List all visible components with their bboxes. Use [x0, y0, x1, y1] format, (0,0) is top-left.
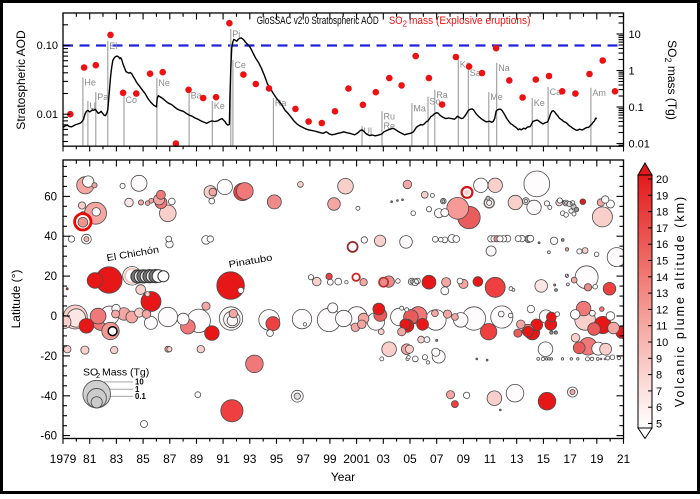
svg-text:Re: Re	[384, 121, 396, 131]
svg-text:0.10: 0.10	[37, 40, 58, 52]
svg-text:15: 15	[656, 256, 668, 268]
svg-text:SO: SO	[83, 367, 98, 379]
svg-text:SO: SO	[389, 15, 403, 27]
svg-text:Ra: Ra	[436, 90, 448, 100]
svg-text:Ke: Ke	[214, 101, 225, 111]
svg-text:97: 97	[297, 452, 311, 466]
svg-text:-40: -40	[40, 391, 57, 403]
svg-text:Stratospheric AOD: Stratospheric AOD	[14, 30, 28, 130]
svg-text:83: 83	[110, 452, 124, 466]
svg-text:10: 10	[135, 378, 144, 387]
svg-text:0.1: 0.1	[629, 102, 644, 114]
svg-text:0.01: 0.01	[37, 109, 58, 121]
svg-text:10: 10	[629, 29, 641, 41]
svg-text:11: 11	[656, 321, 667, 333]
svg-text:15: 15	[537, 452, 551, 466]
svg-text:Volcanic plume altitude (km): Volcanic plume altitude (km)	[673, 195, 687, 407]
svg-text:2: 2	[403, 20, 408, 29]
svg-text:-60: -60	[40, 431, 57, 443]
svg-text:GloSSAC v2.0 Stratospheric AOD: GloSSAC v2.0 Stratospheric AOD	[257, 15, 379, 27]
svg-text:Co: Co	[126, 95, 138, 105]
svg-text:91: 91	[216, 452, 230, 466]
svg-text:Ba: Ba	[191, 91, 202, 101]
svg-text:2: 2	[96, 371, 100, 380]
svg-text:Ru: Ru	[384, 111, 396, 121]
svg-text:21: 21	[617, 452, 631, 466]
svg-text:Sa: Sa	[470, 68, 481, 78]
svg-text:mass (Explosive eruptions): mass (Explosive eruptions)	[409, 15, 531, 27]
svg-text:5: 5	[656, 419, 662, 431]
svg-text:SO2 mass (Tg): SO2 mass (Tg)	[663, 40, 679, 120]
svg-text:0.01: 0.01	[629, 139, 650, 151]
svg-text:6: 6	[656, 402, 662, 414]
svg-text:17: 17	[656, 223, 668, 235]
svg-text:0: 0	[51, 311, 57, 323]
svg-text:03: 03	[377, 452, 391, 466]
svg-text:Year: Year	[331, 470, 355, 484]
svg-text:13: 13	[656, 288, 668, 300]
svg-text:10: 10	[656, 337, 668, 349]
svg-text:2001: 2001	[343, 452, 370, 466]
svg-text:20: 20	[44, 271, 57, 283]
svg-text:Am: Am	[592, 88, 606, 98]
svg-text:81: 81	[83, 452, 97, 466]
svg-text:7: 7	[656, 386, 662, 398]
svg-text:07: 07	[430, 452, 444, 466]
svg-text:Ce: Ce	[234, 60, 246, 70]
svg-text:El: El	[109, 41, 117, 51]
svg-text:20: 20	[656, 174, 668, 186]
svg-text:He: He	[84, 78, 96, 88]
svg-text:09: 09	[457, 452, 471, 466]
svg-text:1: 1	[629, 66, 635, 78]
svg-text:13: 13	[510, 452, 524, 466]
svg-text:Pi: Pi	[232, 29, 240, 39]
svg-text:11: 11	[484, 452, 497, 466]
svg-text:1979: 1979	[50, 452, 77, 466]
svg-text:95: 95	[270, 452, 284, 466]
svg-text:Ca: Ca	[550, 87, 562, 97]
svg-text:19: 19	[590, 452, 604, 466]
svg-text:Ka: Ka	[460, 59, 471, 69]
svg-text:40: 40	[44, 231, 57, 243]
svg-text:Ke: Ke	[534, 98, 545, 108]
svg-text:Latitude (°): Latitude (°)	[9, 270, 23, 329]
svg-text:Mass (Tg): Mass (Tg)	[102, 367, 149, 379]
svg-text:60: 60	[44, 191, 57, 203]
svg-text:1: 1	[135, 385, 140, 394]
svg-text:87: 87	[163, 452, 177, 466]
svg-text:18: 18	[656, 207, 668, 219]
svg-text:16: 16	[656, 239, 668, 251]
svg-text:05: 05	[403, 452, 417, 466]
svg-text:-20: -20	[40, 351, 57, 363]
svg-text:Pa: Pa	[97, 92, 108, 102]
svg-text:93: 93	[243, 452, 257, 466]
svg-text:Ul: Ul	[364, 126, 373, 136]
svg-text:Ma: Ma	[413, 103, 426, 113]
svg-text:12: 12	[656, 304, 668, 316]
svg-text:Ne: Ne	[158, 78, 170, 88]
svg-text:14: 14	[656, 272, 668, 284]
svg-text:99: 99	[323, 452, 337, 466]
svg-text:17: 17	[563, 452, 577, 466]
svg-text:Na: Na	[498, 63, 510, 73]
svg-text:8: 8	[656, 370, 662, 382]
svg-text:19: 19	[656, 190, 668, 202]
svg-text:U: U	[89, 101, 96, 111]
svg-text:0.1: 0.1	[135, 392, 147, 401]
svg-text:9: 9	[656, 353, 662, 365]
svg-text:89: 89	[190, 452, 204, 466]
svg-text:85: 85	[136, 452, 150, 466]
